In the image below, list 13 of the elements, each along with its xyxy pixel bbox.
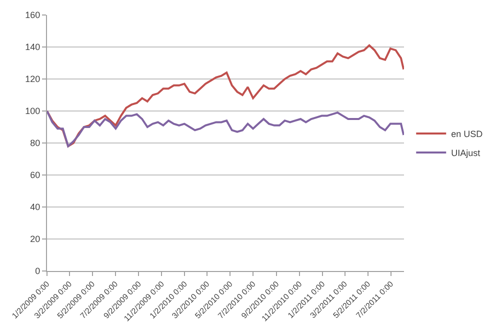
legend-label: en USD bbox=[451, 129, 484, 140]
y-tick-label: 140 bbox=[25, 42, 40, 52]
y-tick-label: 100 bbox=[25, 106, 40, 116]
y-tick-label: 20 bbox=[30, 234, 40, 244]
y-tick-label: 40 bbox=[30, 202, 40, 212]
y-tick-label: 60 bbox=[30, 170, 40, 180]
y-tick-label: 0 bbox=[35, 266, 40, 276]
y-tick-label: 120 bbox=[25, 74, 40, 84]
y-tick-label: 80 bbox=[30, 138, 40, 148]
line-series bbox=[47, 44, 404, 148]
line-series bbox=[47, 110, 404, 148]
legend-label: UIAjust bbox=[451, 148, 481, 158]
y-tick-label: 160 bbox=[25, 10, 40, 20]
